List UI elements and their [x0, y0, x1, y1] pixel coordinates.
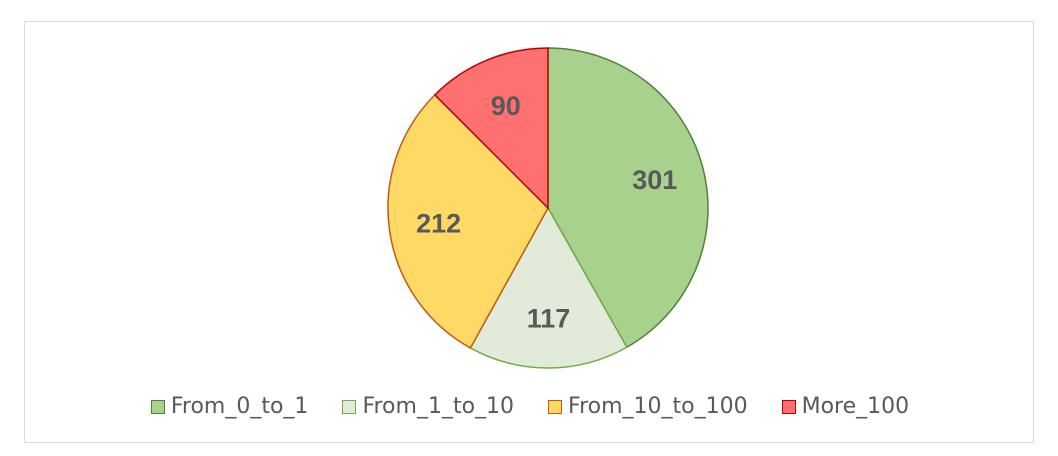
legend-item-from-1-to-10: From_1_to_10: [342, 394, 514, 419]
legend-item-from-10-to-100: From_10_to_100: [548, 394, 748, 419]
pie-chart: 301 117 212 90: [387, 47, 709, 369]
legend-swatch: [781, 399, 796, 414]
pie-slice-more-100: [433, 47, 549, 210]
data-label-more-100: 90: [491, 91, 521, 121]
legend-swatch: [150, 399, 165, 414]
pie-slice-from-0-to-1: [547, 47, 709, 349]
legend-label: From_10_to_100: [568, 394, 748, 419]
legend-label: From_0_to_1: [170, 394, 309, 419]
data-label-from-0-to-1: 301: [632, 165, 677, 195]
pie-slice-from-10-to-100: [387, 93, 549, 349]
data-label-from-1-to-10: 117: [527, 303, 571, 333]
chart-area: 301 117 212 90 From_0_to_1 From_1_to_10 From_…: [24, 21, 1034, 443]
legend-item-from-0-to-1: From_0_to_1: [150, 394, 309, 419]
legend-label: From_1_to_10: [362, 394, 515, 419]
legend-swatch: [342, 399, 357, 414]
legend: From_0_to_1 From_1_to_10 From_10_to_100 Mor…: [25, 394, 1035, 419]
legend-item-more-100: More_100: [781, 394, 910, 419]
pie-slice-from-1-to-10: [469, 206, 628, 369]
legend-label: More_100: [801, 394, 910, 419]
legend-swatch: [548, 399, 563, 414]
data-label-from-10-to-100: 212: [416, 208, 461, 238]
